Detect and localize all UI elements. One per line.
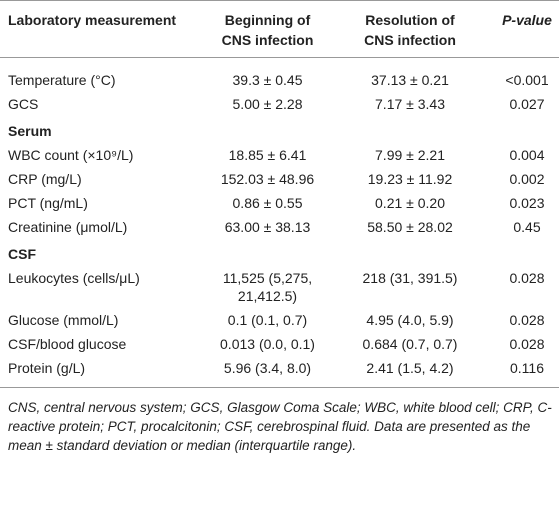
header-cell: Beginning of CNS infection (210, 0, 325, 58)
cell: 0.002 (509, 171, 545, 187)
cell: Protein (g/L) (8, 360, 86, 376)
cell: 5.96 (3.4, 8.0) (223, 360, 312, 376)
cell: GCS (8, 96, 39, 112)
cell: 63.00 ± 38.13 (224, 219, 311, 235)
cell: 0.013 (0.0, 0.1) (220, 336, 315, 352)
cell: 0.684 (0.7, 0.7) (362, 336, 458, 352)
data-row: PCT (ng/mL) 0.86 ± 0.55 0.21 ± 0.20 0.023 (0, 191, 559, 215)
data-row: Leukocytes (cells/μL) 11,525 (5,275, 21,4… (0, 266, 559, 308)
data-row: Temperature (°C) 39.3 ± 0.45 37.13 ± 0.21 <… (0, 58, 559, 93)
section-row: CSF (0, 239, 559, 266)
data-row: Glucose (mmol/L) 0.1 (0.1, 0.7) 4.95 (4.0,… (0, 308, 559, 332)
header-cell: Laboratory measurement (0, 0, 210, 58)
cell: CSF/blood glucose (8, 336, 127, 352)
cell: 2.41 (1.5, 4.2) (366, 360, 454, 376)
cell: 0.027 (509, 96, 545, 112)
cell: WBC count (×10⁹/L) (8, 147, 134, 163)
data-row: GCS 5.00 ± 2.28 7.17 ± 3.43 0.027 (0, 92, 559, 116)
cell: 11,525 (5,275, 21,412.5) (222, 270, 313, 304)
section-title: Serum (8, 123, 52, 139)
cell: 19.23 ± 11.92 (367, 171, 453, 187)
cell: 0.1 (0.1, 0.7) (227, 312, 308, 328)
cell: Leukocytes (cells/μL) (8, 270, 140, 286)
cell: Glucose (mmol/L) (8, 312, 119, 328)
data-row: Protein (g/L) 5.96 (3.4, 8.0) 2.41 (1.5, 4… (0, 356, 559, 388)
header-cell: P-value (495, 0, 559, 58)
section-title: CSF (8, 246, 36, 262)
data-row: Creatinine (μmol/L) 63.00 ± 38.13 58.50 ± … (0, 215, 559, 239)
header-row: Laboratory measurement Beginning of CNS i… (0, 0, 559, 58)
cell: 152.03 ± 48.96 (220, 171, 315, 187)
cell: 7.99 ± 2.21 (375, 147, 445, 163)
footnote: CNS, central nervous system; GCS, Glasgo… (8, 400, 552, 453)
cell: 0.023 (509, 195, 545, 211)
cell: Creatinine (μmol/L) (8, 219, 128, 235)
cell: 0.028 (509, 336, 545, 352)
header-text: Resolution of CNS infection (364, 12, 456, 48)
cell: 0.45 (513, 219, 541, 235)
cell: Temperature (°C) (8, 72, 116, 88)
cell: CRP (mg/L) (8, 171, 82, 187)
header-cell: Resolution of CNS infection (325, 0, 495, 58)
cell: PCT (ng/mL) (8, 195, 88, 211)
cell: 18.85 ± 6.41 (228, 147, 307, 163)
data-row: CRP (mg/L) 152.03 ± 48.96 19.23 ± 11.92 0.0… (0, 167, 559, 191)
cell: 58.50 ± 28.02 (367, 219, 453, 235)
section-row: Serum (0, 116, 559, 143)
cell: 0.004 (509, 147, 545, 163)
cell: 39.3 ± 0.45 (232, 72, 303, 88)
data-table: Laboratory measurement Beginning of CNS i… (0, 0, 559, 388)
cell: 7.17 ± 3.43 (375, 96, 445, 112)
cell: 4.95 (4.0, 5.9) (366, 312, 454, 328)
cell: 218 (31, 391.5) (362, 270, 458, 286)
cell: 0.028 (509, 312, 545, 328)
cell: 0.21 ± 0.20 (375, 195, 445, 211)
table-body: Temperature (°C) 39.3 ± 0.45 37.13 ± 0.21 <… (0, 58, 559, 388)
cell: 0.028 (509, 270, 545, 286)
cell: <0.001 (505, 72, 549, 88)
data-row: WBC count (×10⁹/L) 18.85 ± 6.41 7.99 ± 2.2… (0, 143, 559, 167)
cell: 0.86 ± 0.55 (232, 195, 303, 211)
cell: 37.13 ± 0.21 (371, 72, 449, 88)
data-row: CSF/blood glucose 0.013 (0.0, 0.1) 0.684 (… (0, 332, 559, 356)
cell: 0.116 (510, 360, 544, 376)
cell: 5.00 ± 2.28 (232, 96, 303, 112)
